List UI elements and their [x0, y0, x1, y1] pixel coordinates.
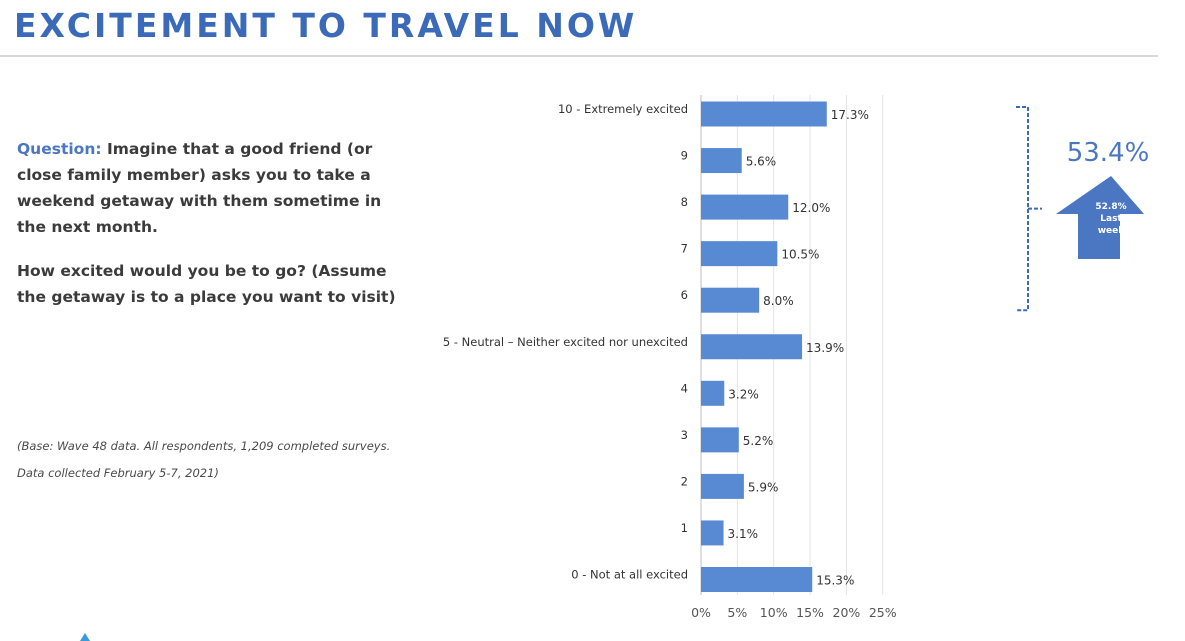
data-label: 17.3%: [831, 108, 869, 122]
top-box-total: 53.4%: [1066, 138, 1150, 168]
data-label: 5.2%: [743, 434, 774, 448]
bar: [701, 380, 725, 406]
bar: [701, 287, 760, 313]
bar: [701, 520, 724, 546]
bracket: [1016, 106, 1029, 312]
category-label: 4: [681, 381, 688, 395]
bar: [701, 334, 803, 360]
x-tick-label: 25%: [869, 605, 897, 620]
bar: [701, 194, 789, 220]
bar: [701, 567, 813, 592]
last-week-value: 52.8%: [1095, 202, 1127, 212]
category-label: 0 - Not at all excited: [571, 568, 688, 582]
category-label: 6: [681, 288, 688, 302]
category-label: 2: [681, 474, 688, 488]
category-label: 9: [681, 149, 688, 163]
data-label: 10.5%: [781, 248, 819, 262]
last-week-line1: Last: [1100, 214, 1122, 224]
data-label: 12.0%: [792, 201, 830, 215]
data-label: 3.2%: [728, 387, 759, 401]
x-tick-label: 0%: [691, 605, 711, 620]
data-label: 5.6%: [746, 155, 777, 169]
category-label: 8: [681, 195, 688, 209]
bar: [701, 473, 744, 499]
up-arrow-icon: [1056, 176, 1144, 259]
category-label: 3: [681, 428, 688, 442]
data-label: 5.9%: [748, 480, 779, 494]
data-label: 8.0%: [763, 294, 794, 308]
category-label: 10 - Extremely excited: [558, 102, 688, 116]
category-label: 7: [681, 242, 688, 256]
bar: [701, 241, 778, 267]
x-tick-label: 5%: [727, 605, 747, 620]
question-text: Imagine that a good friend (or close fam…: [17, 140, 382, 236]
category-label: 5 - Neutral – Neither excited nor unexci…: [443, 335, 688, 349]
bar: [701, 148, 742, 174]
logo-mark-icon: [80, 633, 90, 641]
bar: [701, 101, 827, 127]
question-label: Question:: [17, 140, 102, 158]
question-paragraph: Question: Imagine that a good friend (or…: [17, 136, 402, 240]
question-followup: How excited would you be to go? (Assume …: [17, 262, 396, 306]
data-label: 15.3%: [816, 574, 854, 588]
x-tick-label: 20%: [833, 605, 861, 620]
title-divider: [0, 55, 1158, 57]
x-tick-label: 15%: [796, 605, 824, 620]
last-week-line2: week: [1097, 226, 1125, 236]
category-label: 1: [681, 521, 688, 535]
question-block: Question: Imagine that a good friend (or…: [17, 136, 402, 328]
base-note: (Base: Wave 48 data. All respondents, 1,…: [17, 439, 391, 480]
x-tick-label: 10%: [760, 605, 788, 620]
data-label: 3.1%: [728, 527, 759, 541]
data-label: 13.9%: [806, 341, 844, 355]
last-week-label: 52.8% Last week: [1078, 201, 1144, 237]
page-title: EXCITEMENT TO TRAVEL NOW: [14, 6, 638, 45]
bar: [701, 427, 739, 453]
